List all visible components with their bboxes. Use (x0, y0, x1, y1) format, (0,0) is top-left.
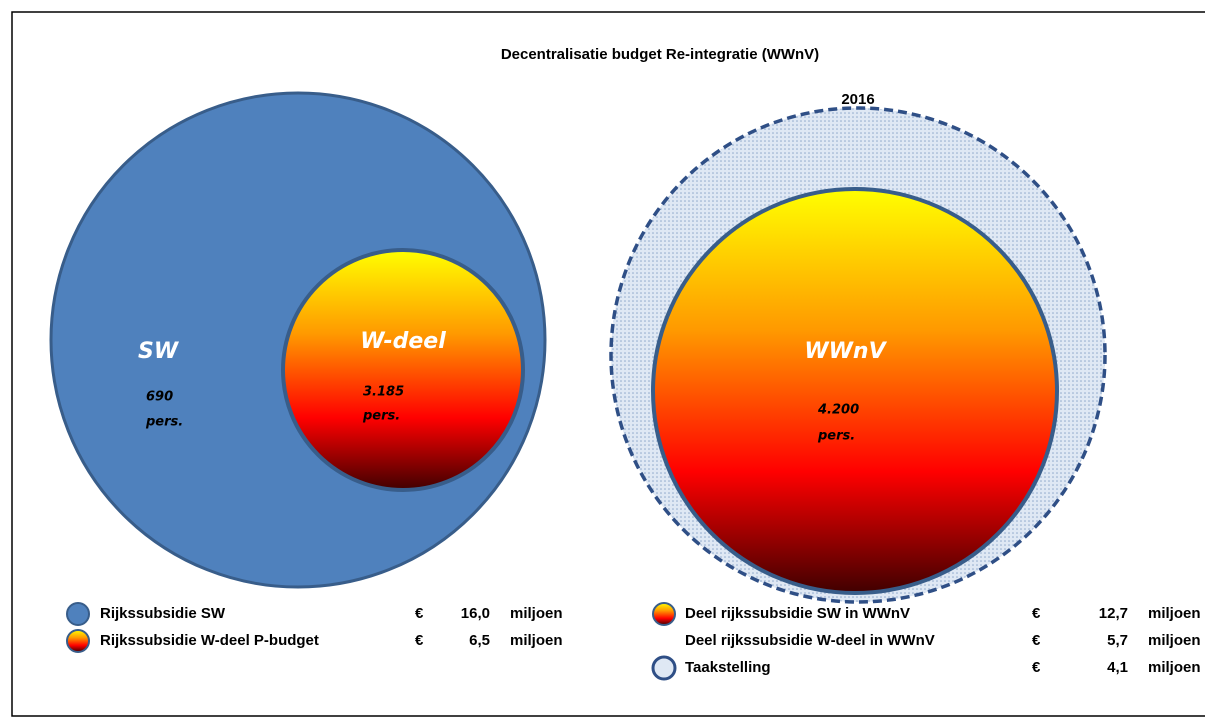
legend-icon (651, 655, 677, 681)
legend-amount: 6,5 (469, 632, 490, 649)
legend-currency: € (1032, 632, 1041, 649)
inner-circle (281, 248, 525, 492)
count: 4.200 (817, 403, 859, 418)
legend-amount: 16,0 (461, 605, 490, 622)
legend-currency: € (1032, 659, 1041, 676)
legend-label: Deel rijkssubsidie W-deel in WWnV (685, 632, 935, 649)
legend-unit: miljoen (1148, 605, 1201, 622)
legend-label: Deel rijkssubsidie SW in WWnV (685, 605, 910, 622)
legend-icon (66, 629, 90, 653)
legend: Rijkssubsidie SW €16,0 miljoen Rijkssubsidi… (100, 605, 1201, 676)
count: 690 (146, 390, 173, 405)
unit: pers. (817, 429, 855, 444)
frame (11, 11, 1205, 717)
legend-unit: miljoen (510, 605, 563, 622)
circle-label: SW (138, 339, 180, 364)
legend-currency: € (415, 632, 424, 649)
legend-unit: miljoen (1148, 659, 1201, 676)
legend-label: Rijkssubsidie W-deel P-budget (100, 632, 319, 649)
circle-label: W-deel (360, 329, 446, 354)
legend-unit: miljoen (1148, 632, 1201, 649)
unit: pers. (362, 409, 400, 424)
legend-currency: € (1032, 605, 1041, 622)
circle-label: WWnV (804, 339, 887, 364)
legend-label: Rijkssubsidie SW (100, 605, 226, 622)
inner-circle (651, 187, 1059, 595)
legend-icon (66, 602, 90, 626)
legend-icon (652, 602, 676, 626)
unit: pers. (145, 415, 183, 430)
year: 2016 (841, 91, 874, 108)
legend-amount: 12,7 (1099, 605, 1128, 622)
legend-currency: € (415, 605, 424, 622)
legend-unit: miljoen (510, 632, 563, 649)
title: Decentralisatie budget Re-integratie (WW… (501, 46, 819, 63)
legend-amount: 5,7 (1107, 632, 1128, 649)
count: 3.185 (363, 385, 404, 400)
legend-label: Taakstelling (685, 659, 771, 676)
legend-amount: 4,1 (1107, 659, 1128, 676)
